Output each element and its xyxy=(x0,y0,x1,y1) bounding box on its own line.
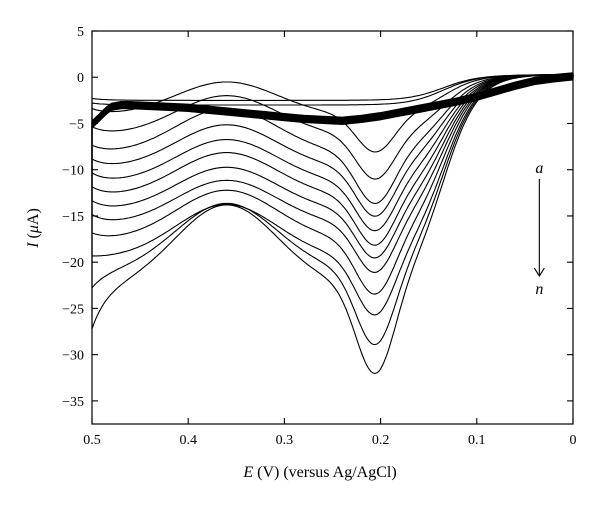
x-tick-label: 0.4 xyxy=(179,433,197,448)
x-tick-label: 0.5 xyxy=(83,433,101,448)
x-axis-label-symbol: E xyxy=(242,464,253,481)
y-axis-label-unit: A) xyxy=(25,208,42,225)
cv-curve-g xyxy=(91,73,574,232)
y-axis-label-unit-prefix: μ xyxy=(25,225,42,234)
x-axis-ticks: 0.5 0.4 0.3 0.2 0.1 0 xyxy=(83,31,577,448)
y-tick-label: −25 xyxy=(62,302,84,317)
y-tick-label: −20 xyxy=(62,256,84,271)
x-tick-label: 0.3 xyxy=(276,433,294,448)
y-tick-label: −35 xyxy=(62,395,84,410)
voltammogram-curves xyxy=(91,72,574,374)
y-axis-label-paren: ( xyxy=(25,233,42,242)
y-tick-label: −15 xyxy=(62,210,84,225)
y-tick-label: 0 xyxy=(77,71,84,86)
cv-curve-i xyxy=(91,73,574,259)
x-axis-label-unit: (V) (versus Ag/AgCl) xyxy=(253,464,397,481)
y-axis-label: I (μA) xyxy=(25,208,42,249)
x-tick-label: 0.1 xyxy=(468,433,486,448)
cv-curve-f xyxy=(91,73,574,217)
annotation-arrow-head xyxy=(533,267,545,278)
trend-annotation: a n xyxy=(533,160,545,298)
cv-curve-n xyxy=(91,72,574,374)
annotation-start-label: a xyxy=(535,160,543,177)
y-tick-label: −10 xyxy=(62,164,84,179)
y-axis-ticks: 5 0 −5 −10 −15 −20 −25 −30 −35 xyxy=(62,25,573,410)
x-tick-label: 0 xyxy=(570,433,577,448)
x-tick-label: 0.2 xyxy=(372,433,390,448)
y-tick-label: −5 xyxy=(69,117,84,132)
y-axis-label-symbol: I xyxy=(25,242,42,249)
cv-curve-m xyxy=(91,72,574,346)
y-tick-label: 5 xyxy=(77,25,84,40)
y-tick-label: −30 xyxy=(62,349,84,364)
x-axis-label: E (V) (versus Ag/AgCl) xyxy=(242,464,396,481)
annotation-end-label: n xyxy=(535,281,543,298)
